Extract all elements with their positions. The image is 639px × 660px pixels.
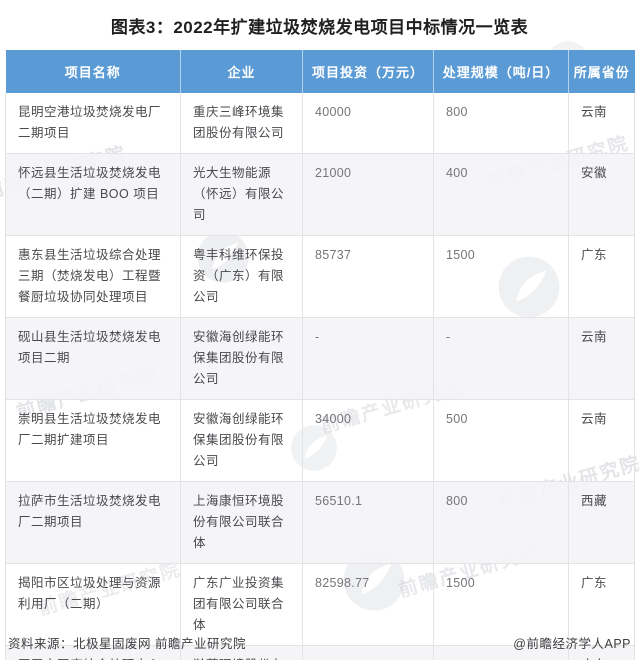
company-cell: 安徽海创绿能环保集团股份有限公司 xyxy=(180,399,303,482)
province-cell: 安徽 xyxy=(568,153,635,236)
investment-cell: 21000 xyxy=(302,153,434,236)
footer: 资料来源：北极星固废网 前瞻产业研究院 @前瞻经济学人APP xyxy=(8,633,631,652)
province-cell: 云南 xyxy=(568,317,635,400)
company-cell: 安徽海创绿能环保集团股份有限公司 xyxy=(180,317,303,400)
province-cell: 云南 xyxy=(568,93,635,154)
province-cell: 广东 xyxy=(568,235,635,318)
scale-cell: 1500 xyxy=(433,235,569,318)
scale-cell: 1500 xyxy=(433,563,569,646)
investment-cell: - xyxy=(302,317,434,400)
header-province: 所属省份 xyxy=(568,50,635,93)
scale-cell: 800 xyxy=(433,481,569,564)
project-name-cell: 拉萨市生活垃圾焚烧发电厂二期项目 xyxy=(5,481,181,564)
page-title: 图表3：2022年扩建垃圾焚烧发电项目中标情况一览表 xyxy=(110,18,529,37)
project-name-cell: 惠东县生活垃圾综合处理三期（焚烧发电）工程暨餐厨垃圾协同处理项目 xyxy=(5,235,181,318)
header-scale: 处理规模（吨/日） xyxy=(433,50,569,93)
scale-cell: 400 xyxy=(433,153,569,236)
scale-cell: 400 xyxy=(433,645,569,660)
table-row: 惠东县生活垃圾综合处理三期（焚烧发电）工程暨餐厨垃圾协同处理项目 粤丰科维环保投资… xyxy=(5,235,635,318)
province-cell: 广东 xyxy=(568,645,635,660)
scale-cell: - xyxy=(433,317,569,400)
header-company: 企业 xyxy=(180,50,303,93)
company-cell: 重庆三峰环境集团股份有限公司 xyxy=(180,93,303,154)
investment-cell: 40000 xyxy=(302,93,434,154)
bid-results-table: 项目名称 企业 项目投资（万元） 处理规模（吨/日） 所属省份 昆明空港垃圾焚烧… xyxy=(5,50,635,660)
table-row: 崇明县生活垃圾焚烧发电厂二期扩建项目 安徽海创绿能环保集团股份有限公司 34000 5… xyxy=(5,399,635,482)
project-name-cell: 揭阳市区垃圾处理与资源利用厂（二期） xyxy=(5,563,181,646)
company-cell: 光大生物能源（怀远）有限公司 xyxy=(180,153,303,236)
scale-cell: 500 xyxy=(433,399,569,482)
project-name-cell: 砚山县生活垃圾焚烧发电项目二期 xyxy=(5,317,181,400)
source-note: 资料来源：北极星固废网 前瞻产业研究院 xyxy=(8,637,246,651)
project-name-cell: 怀远县生活垃圾焚烧发电（二期）扩建 BOO 项目 xyxy=(5,153,181,236)
company-cell: 上海康恒环境股份有限公司联合体 xyxy=(180,481,303,564)
investment-cell: 85737 xyxy=(302,235,434,318)
project-name-cell: 昆明空港垃圾焚烧发电厂二期项目 xyxy=(5,93,181,154)
table-row: 拉萨市生活垃圾焚烧发电厂二期项目 上海康恒环境股份有限公司联合体 56510.1 80… xyxy=(5,481,635,564)
table-row: 揭阳市区垃圾处理与资源利用厂（二期） 广东广业投资集团有限公司联合体 82598.7… xyxy=(5,563,635,646)
table-row: 砚山县生活垃圾焚烧发电项目二期 安徽海创绿能环保集团股份有限公司 - - 云南 xyxy=(5,317,635,400)
header-investment: 项目投资（万元） xyxy=(302,50,434,93)
province-cell: 广东 xyxy=(568,563,635,646)
company-cell: 粤丰科维环保投资（广东）有限公司 xyxy=(180,235,303,318)
table-header-row: 项目名称 企业 项目投资（万元） 处理规模（吨/日） 所属省份 xyxy=(5,50,635,93)
header-project-name: 项目名称 xyxy=(5,50,181,93)
project-name-cell: 开平市固废综合处理中心一起一阶段改扩建 PPP 项目 xyxy=(5,645,181,660)
investment-cell: 34000 xyxy=(302,399,434,482)
company-cell: 瀚蓝环境股份有限公司 xyxy=(180,645,303,660)
credit-note: @前瞻经济学人APP xyxy=(513,637,631,651)
investment-cell: 56510.1 xyxy=(302,481,434,564)
table-row: 昆明空港垃圾焚烧发电厂二期项目 重庆三峰环境集团股份有限公司 40000 800 云南 xyxy=(5,93,635,154)
province-cell: 云南 xyxy=(568,399,635,482)
table-row: 怀远县生活垃圾焚烧发电（二期）扩建 BOO 项目 光大生物能源（怀远）有限公司 21… xyxy=(5,153,635,236)
scale-cell: 800 xyxy=(433,93,569,154)
investment-cell: 17465 xyxy=(302,645,434,660)
company-cell: 广东广业投资集团有限公司联合体 xyxy=(180,563,303,646)
project-name-cell: 崇明县生活垃圾焚烧发电厂二期扩建项目 xyxy=(5,399,181,482)
province-cell: 西藏 xyxy=(568,481,635,564)
table-row: 开平市固废综合处理中心一起一阶段改扩建 PPP 项目瀚蓝环境股份有限公司1746… xyxy=(5,645,635,660)
